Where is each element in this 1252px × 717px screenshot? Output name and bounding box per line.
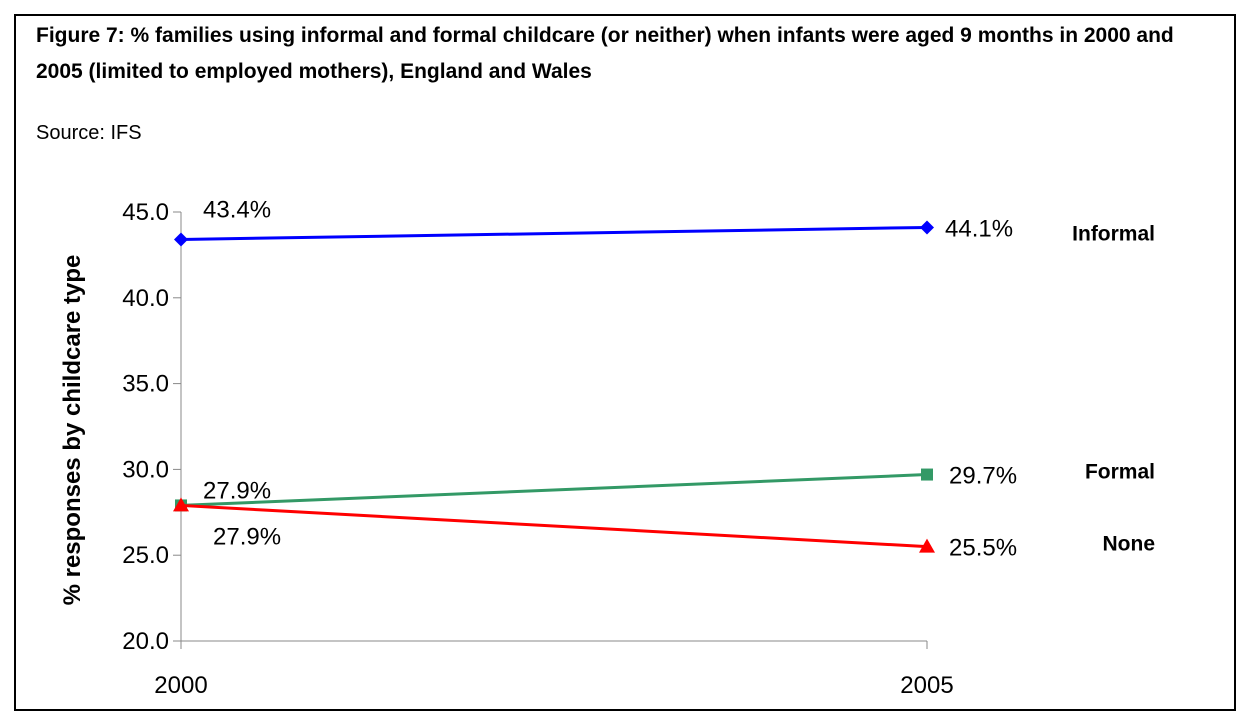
y-axis-title: % responses by childcare type (59, 255, 86, 606)
data-label-none: 27.9% (213, 523, 281, 550)
data-point-formal (921, 468, 933, 481)
y-tick-label: 20.0 (122, 628, 169, 655)
data-point-none (919, 538, 935, 553)
data-label-informal: 44.1% (945, 215, 1013, 242)
figure-source: Source: IFS (36, 122, 142, 144)
series-line-informal (180, 225, 928, 241)
y-tick-label: 40.0 (122, 285, 169, 312)
y-tick-label: 35.0 (122, 371, 169, 398)
y-tick-label: 45.0 (122, 199, 169, 226)
series-name-none: None (1103, 533, 1156, 556)
y-tick-label: 30.0 (122, 456, 169, 483)
figure-title: Figure 7: % families using informal and … (36, 24, 1174, 83)
x-tick-label: 2000 (154, 672, 207, 699)
series-line-none (180, 503, 928, 549)
data-label-none: 25.5% (949, 535, 1017, 562)
chart-labels: 43.4% 44.1% Informal 27.9% 29.7% Formal 27.9% 2… (203, 196, 1155, 561)
series-line-formal (180, 473, 928, 507)
data-label-formal: 27.9% (203, 477, 271, 504)
figure-frame (14, 14, 1236, 711)
chart-axes: 20.0 25.0 30.0 35.0 40.0 45.0 2000 2005 % respon… (59, 199, 954, 699)
y-tick-label: 25.0 (122, 542, 169, 569)
x-tick-label: 2005 (900, 672, 953, 699)
data-point-informal (920, 220, 934, 235)
series-name-informal: Informal (1072, 222, 1155, 245)
data-label-informal: 43.4% (203, 196, 271, 223)
data-point-informal (174, 232, 188, 247)
series-name-formal: Formal (1085, 461, 1155, 484)
data-point-none (173, 497, 189, 512)
chart-series (173, 220, 935, 553)
data-label-formal: 29.7% (949, 463, 1017, 490)
